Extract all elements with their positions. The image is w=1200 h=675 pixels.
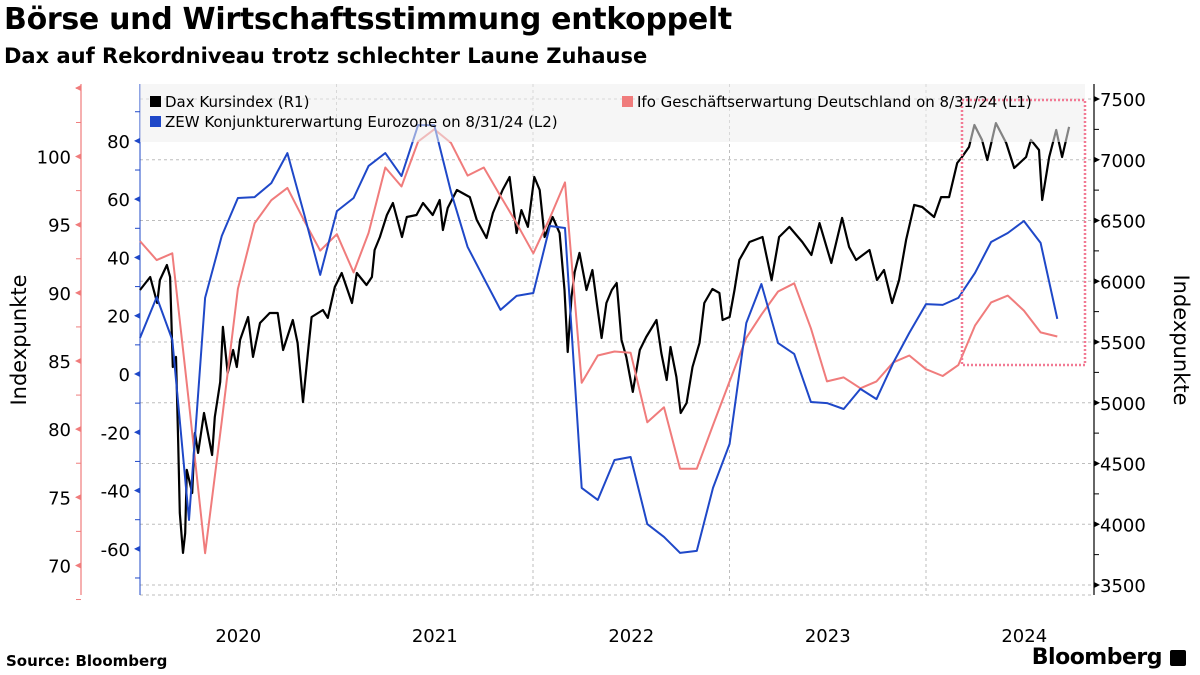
dax-tick xyxy=(1094,156,1100,163)
zew-tick xyxy=(134,254,140,261)
ifo-tick xyxy=(75,426,81,433)
zew-tick-label: 60 xyxy=(107,190,130,211)
dax-tick-label: 7000 xyxy=(1100,151,1146,172)
ifo-tick-label: 90 xyxy=(48,284,71,305)
ifo-tick-label: 75 xyxy=(48,488,71,509)
zew-tick-label: 40 xyxy=(107,248,130,269)
highlight-box xyxy=(960,98,1087,367)
ifo-tick-label: 85 xyxy=(48,352,71,373)
zew-tick-label: -40 xyxy=(101,482,130,503)
tick-labels: 2020 2021 2022 2023 2024 70 75 80 85 90 95 100 -60 -4… xyxy=(37,90,1146,647)
x-tick-label: 2022 xyxy=(608,626,654,647)
zew-tick xyxy=(134,196,140,203)
dax-tick-label: 4000 xyxy=(1100,515,1146,536)
ifo-tick xyxy=(75,358,81,364)
dax-tick xyxy=(1094,582,1100,588)
dax-tick-label: 7500 xyxy=(1100,90,1146,111)
dax-tick-label: 5000 xyxy=(1100,394,1146,415)
legend-box xyxy=(140,84,1085,142)
x-tick-label: 2023 xyxy=(805,626,851,647)
dax-tick xyxy=(1094,96,1100,102)
series-line-dax xyxy=(139,121,1071,555)
x-tick-label: 2020 xyxy=(215,626,261,647)
bloomberg-logo: Bloomberg xyxy=(1032,645,1186,670)
ifo-tick xyxy=(75,85,81,91)
dax-tick-label: 5500 xyxy=(1100,333,1146,354)
dax-tick xyxy=(1094,339,1100,345)
legend-swatch-ifo xyxy=(622,96,633,107)
zew-tick-label: -20 xyxy=(101,423,130,444)
dax-tick-label: 6000 xyxy=(1100,272,1146,293)
x-tick-label: 2021 xyxy=(412,626,458,647)
chart-title: Börse und Wirtschaftsstimmung entkoppelt xyxy=(4,2,732,37)
gridlines xyxy=(140,84,1094,596)
dax-tick xyxy=(1094,399,1100,406)
legend-label-zew: ZEW Konjunkturerwartung Eurozone on 8/31… xyxy=(165,113,558,131)
series-line-ifo xyxy=(139,128,1058,555)
series-lines xyxy=(139,121,1071,555)
zew-tick-label: 20 xyxy=(107,307,130,328)
dax-tick-label: 4500 xyxy=(1100,455,1146,476)
axes xyxy=(75,84,1100,601)
dax-tick-label: 6500 xyxy=(1100,212,1146,233)
ifo-tick xyxy=(75,221,81,228)
ifo-tick-label: 80 xyxy=(48,420,71,441)
legend-label-ifo: Ifo Geschäftserwartung Deutschland on 8/… xyxy=(637,93,1032,111)
dax-tick xyxy=(1094,521,1100,528)
series-line-zew xyxy=(139,124,1059,554)
chart-subtitle: Dax auf Rekordniveau trotz schlechter La… xyxy=(4,44,648,68)
legend: Dax Kursindex (R1) ZEW Konjunkturerwartu… xyxy=(150,93,1032,131)
zew-tick xyxy=(134,371,140,377)
x-tick-label: 2024 xyxy=(1001,626,1047,647)
left-axis-title: Indexpunkte xyxy=(7,274,31,405)
legend-swatch-zew xyxy=(150,116,161,127)
zew-tick-label: 0 xyxy=(119,365,130,386)
zew-tick xyxy=(134,137,140,144)
ifo-tick-label: 100 xyxy=(37,148,71,169)
legend-swatch-dax xyxy=(150,96,161,107)
zew-tick xyxy=(134,429,140,436)
zew-tick-label: 80 xyxy=(107,132,130,153)
dax-tick xyxy=(1094,460,1100,467)
ifo-tick xyxy=(75,153,81,160)
logo-text: Bloomberg xyxy=(1031,645,1163,670)
right-axis-title: Indexpunkte xyxy=(1169,274,1193,405)
ifo-tick xyxy=(75,494,81,501)
zew-tick xyxy=(134,545,140,552)
dax-tick-label: 3500 xyxy=(1100,576,1146,597)
ifo-tick-label: 95 xyxy=(48,216,71,237)
zew-tick xyxy=(134,487,140,494)
legend-label-dax: Dax Kursindex (R1) xyxy=(165,93,309,111)
zew-tick xyxy=(134,312,140,319)
ifo-tick-label: 70 xyxy=(48,556,71,577)
ifo-tick xyxy=(75,289,81,296)
zew-tick-label: -60 xyxy=(101,540,130,561)
dax-tick xyxy=(1094,217,1100,224)
source-note: Source: Bloomberg xyxy=(6,652,168,670)
bloomberg-chart-icon xyxy=(1170,649,1186,666)
ifo-tick xyxy=(75,562,81,569)
dax-tick xyxy=(1094,278,1100,285)
